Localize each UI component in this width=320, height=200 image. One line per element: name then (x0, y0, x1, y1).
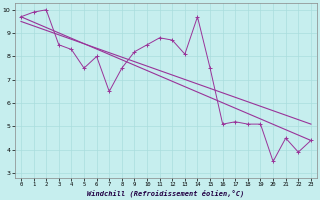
X-axis label: Windchill (Refroidissement éolien,°C): Windchill (Refroidissement éolien,°C) (87, 190, 244, 197)
